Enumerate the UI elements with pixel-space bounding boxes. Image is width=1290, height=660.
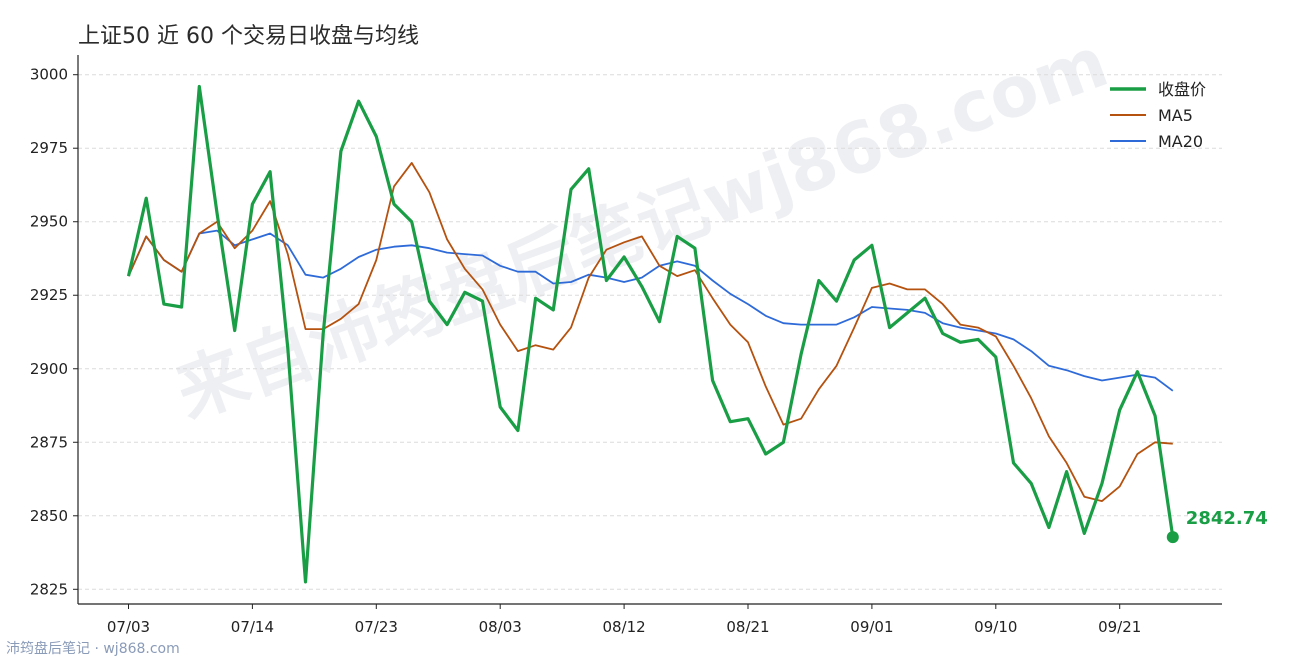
last-point-dot [1166,531,1179,544]
x-tick-label: 07/23 [355,618,398,636]
chart-title: 上证50 近 60 个交易日收盘与均线 [78,24,419,49]
x-tick-label: 08/03 [479,618,522,636]
y-tick-label: 2950 [30,213,68,231]
x-tick-label: 07/14 [231,618,274,636]
y-tick-label: 2825 [30,580,68,598]
last-value-marker: 2842.74 [1166,508,1268,544]
series-line-close [126,84,1175,584]
series-line-ma5 [127,162,1173,502]
y-tick-label: 2925 [30,286,68,304]
y-tick-label: 2900 [30,360,68,378]
series-lines [126,84,1175,584]
footer-attribution: 沛筠盘后笔记 · wj868.com [6,641,180,657]
x-tick-label: 09/21 [1098,618,1141,636]
x-tick-label: 09/01 [850,618,893,636]
x-tick-label: 09/10 [974,618,1017,636]
x-tick-label: 08/21 [726,618,769,636]
y-tick-label: 3000 [30,66,68,84]
legend-label-close: 收盘价 [1158,80,1206,99]
x-tick-label: 08/12 [602,618,645,636]
x-tick-label: 07/03 [107,618,150,636]
y-tick-label: 2975 [30,139,68,157]
watermark-text: 来自沛筠盘后笔记wj868.com [165,21,1118,435]
legend-label-ma20: MA20 [1158,132,1203,151]
y-axis: 2825 2850 2875 2900 2925 2950 2975 3000 [30,55,79,604]
grid-lines [78,74,1222,590]
last-value-label: 2842.74 [1186,508,1268,529]
legend: 收盘价 MA5 MA20 [1110,80,1206,151]
y-tick-label: 2875 [30,433,68,451]
series-line-ma20 [127,229,1174,392]
y-tick-label: 2850 [30,507,68,525]
x-axis: 07/03 07/14 07/23 08/03 08/12 08/21 09/01 09/10… [78,603,1222,636]
legend-label-ma5: MA5 [1158,106,1193,125]
